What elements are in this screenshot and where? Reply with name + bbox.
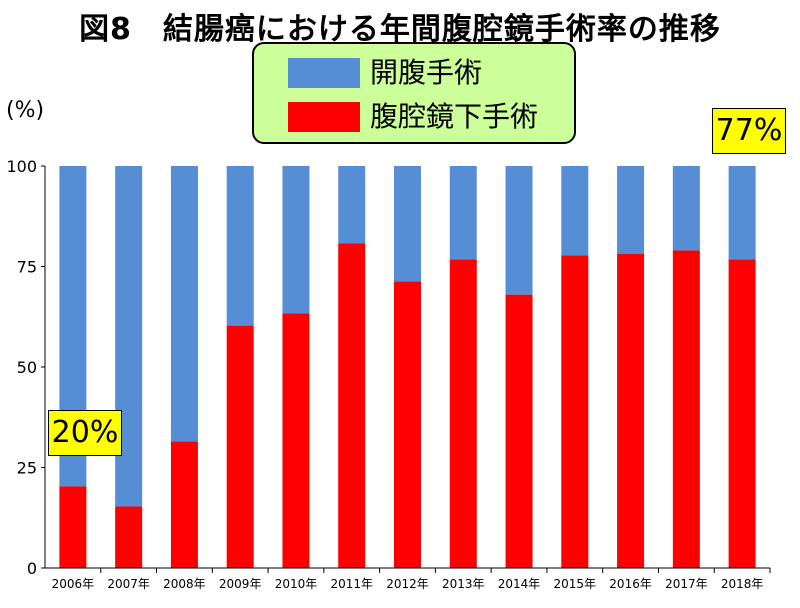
y-axis-unit-label: (%) bbox=[6, 98, 45, 123]
bar-open-surgery bbox=[672, 166, 700, 251]
bar-laparoscopic bbox=[170, 441, 198, 568]
bar-open-surgery bbox=[282, 166, 310, 314]
bar-laparoscopic bbox=[561, 255, 589, 568]
y-tick-label: 0 bbox=[27, 559, 37, 578]
bar-laparoscopic bbox=[505, 294, 533, 568]
x-tick-label: 2010年 bbox=[275, 577, 318, 591]
bar-laparoscopic bbox=[282, 313, 310, 568]
bar-open-surgery bbox=[617, 166, 645, 254]
bar-laparoscopic bbox=[115, 506, 143, 568]
x-tick-label: 2011年 bbox=[330, 577, 373, 591]
x-tick-label: 2007年 bbox=[107, 577, 150, 591]
bar-laparoscopic bbox=[338, 243, 366, 568]
x-tick-label: 2008年 bbox=[163, 577, 206, 591]
legend-label-open-surgery: 開腹手術 bbox=[370, 56, 483, 89]
callout-first-year: 20% bbox=[48, 410, 122, 456]
bar-open-surgery bbox=[394, 166, 421, 282]
legend-label-laparoscopic: 腹腔鏡下手術 bbox=[370, 100, 539, 133]
bar-open-surgery bbox=[226, 166, 254, 326]
x-tick-label: 2013年 bbox=[442, 577, 485, 591]
x-tick-label: 2014年 bbox=[498, 577, 541, 591]
y-tick-label: 100 bbox=[6, 157, 37, 176]
legend-swatch-laparoscopic bbox=[288, 102, 360, 132]
x-tick-label: 2009年 bbox=[219, 577, 262, 591]
bar-laparoscopic bbox=[672, 250, 700, 569]
bar-laparoscopic bbox=[59, 486, 87, 568]
legend-swatch-open-surgery bbox=[288, 58, 360, 88]
x-tick-label: 2017年 bbox=[665, 577, 708, 591]
x-tick-label: 2012年 bbox=[386, 577, 429, 591]
bar-laparoscopic bbox=[449, 259, 477, 568]
y-tick-label: 25 bbox=[17, 459, 37, 478]
bar-open-surgery bbox=[338, 166, 366, 244]
x-tick-label: 2018年 bbox=[721, 577, 764, 591]
bar-laparoscopic bbox=[394, 281, 421, 568]
bar-open-surgery bbox=[561, 166, 589, 256]
bar-laparoscopic bbox=[617, 253, 645, 569]
x-tick-label: 2016年 bbox=[609, 577, 652, 591]
x-tick-label: 2015年 bbox=[554, 577, 597, 591]
bar-open-surgery bbox=[728, 166, 756, 260]
bar-open-surgery bbox=[505, 166, 533, 295]
bar-laparoscopic bbox=[728, 259, 756, 568]
y-tick-label: 75 bbox=[17, 258, 37, 277]
bar-open-surgery bbox=[449, 166, 477, 260]
y-tick-label: 50 bbox=[17, 358, 37, 377]
bar-laparoscopic bbox=[226, 325, 254, 568]
chart-title: 図8 結腸癌における年間腹腔鏡手術率の推移 bbox=[79, 12, 721, 47]
x-tick-label: 2006年 bbox=[52, 577, 95, 591]
bar-open-surgery bbox=[170, 166, 198, 442]
legend: 開腹手術 腹腔鏡下手術 bbox=[252, 42, 576, 144]
callout-last-year: 77% bbox=[712, 108, 786, 154]
